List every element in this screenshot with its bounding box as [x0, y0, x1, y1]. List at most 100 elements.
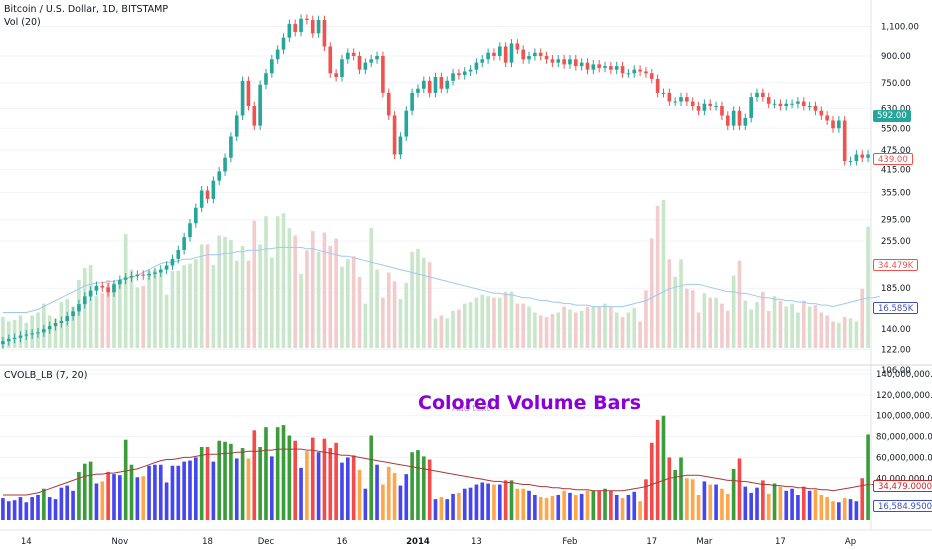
indicator-bar — [568, 492, 572, 520]
indicator-bar — [644, 479, 648, 520]
candle-body — [644, 71, 648, 74]
time-tick-label: 2014 — [406, 537, 430, 547]
chart-grid — [0, 26, 871, 479]
candle-body — [609, 66, 613, 70]
candle — [129, 271, 134, 283]
candle — [837, 116, 841, 133]
candle — [299, 14, 303, 37]
indicator-current-badge: 16,584.9500 — [873, 500, 932, 512]
indicator-bar — [299, 467, 303, 520]
volume-bar — [287, 228, 292, 348]
candle — [614, 61, 619, 75]
indicator-bar — [842, 498, 847, 520]
indicator-bar — [801, 486, 806, 520]
indicator-bar — [837, 502, 841, 520]
candle-body — [591, 64, 596, 70]
indicator-bar — [708, 484, 713, 520]
candle-body — [708, 103, 713, 107]
candle — [106, 283, 110, 297]
candle — [620, 61, 625, 78]
candle-body — [725, 115, 730, 126]
candle — [112, 279, 116, 297]
indicator-bar — [363, 488, 368, 520]
candle — [649, 68, 654, 84]
time-scale[interactable]: 14 Nov 18 Dec 16 2014 13 Feb 17 Mar 17 Ap — [21, 537, 856, 547]
volume-bar — [842, 316, 847, 348]
candle — [246, 76, 251, 111]
candle — [468, 65, 473, 76]
indicator-bar — [398, 485, 403, 520]
candle-body — [866, 154, 870, 158]
candle — [18, 331, 23, 343]
candle-body — [123, 277, 128, 280]
indicator-bar — [258, 447, 262, 520]
volume-bar — [609, 306, 613, 348]
symbol-title[interactable]: Bitcoin / U.S. Dollar, 1D, BITSTAMP — [4, 4, 169, 15]
candle-body — [293, 23, 298, 32]
indicator-bar — [328, 448, 333, 520]
volume-bar — [579, 311, 584, 348]
candle-body — [696, 106, 701, 111]
volume-bar — [293, 235, 298, 348]
volume-bar — [492, 297, 496, 348]
candle — [252, 101, 257, 131]
indicator-bar — [12, 500, 17, 520]
indicator-legend[interactable]: CVOLB_LB (7, 20) — [4, 370, 88, 381]
volume-bar — [784, 306, 789, 348]
volume-bar — [866, 226, 870, 348]
volume-legend[interactable]: Vol (20) — [4, 17, 41, 28]
volume-bar — [556, 312, 561, 348]
indicator-bar — [492, 484, 496, 520]
indicator-bar — [386, 466, 391, 520]
indicator-bar — [147, 465, 151, 520]
volume-bar — [772, 296, 777, 348]
volume-bar — [351, 256, 356, 348]
candle — [685, 92, 689, 106]
indicator-bar — [346, 457, 350, 520]
indicator-bar — [223, 441, 227, 520]
indicator-bar — [188, 460, 192, 520]
candle — [310, 15, 315, 38]
candle-body — [603, 66, 607, 68]
candle-body — [392, 115, 397, 155]
candle — [316, 15, 321, 38]
indicator-bar — [94, 483, 99, 520]
volume-bar — [53, 318, 58, 348]
candle — [790, 99, 794, 109]
candle-body — [527, 55, 531, 60]
volume-bar — [182, 265, 186, 348]
indicator-bar — [761, 480, 765, 520]
candle-body — [24, 334, 29, 336]
candle — [42, 324, 46, 337]
candle-body — [281, 37, 286, 50]
candle — [573, 54, 578, 71]
candle-body — [690, 101, 695, 107]
volume-bar — [515, 303, 520, 348]
volume-bar — [761, 291, 765, 348]
indicator-bar — [334, 442, 338, 520]
price-tick-label: 295.00 — [881, 216, 911, 226]
candle-body — [538, 52, 543, 56]
candle-body — [778, 103, 783, 107]
volume-bar — [340, 266, 344, 348]
chart-annotation-title[interactable]: Colored Volume Bars — [418, 392, 642, 414]
candle — [597, 60, 601, 73]
candle-body — [854, 154, 859, 162]
candle-body — [246, 80, 251, 107]
candle-body — [375, 55, 379, 60]
price-tick-label: 415.00 — [881, 166, 911, 176]
candle-body — [597, 64, 601, 68]
indicator-bar — [240, 448, 245, 520]
candle — [492, 48, 496, 61]
volume-bar — [439, 315, 444, 348]
candle-body — [731, 110, 736, 126]
price-scale[interactable]: 1,100.00 900.00 750.00 630.00 550.00 475.00 41… — [876, 23, 932, 485]
candle — [866, 150, 870, 163]
candlesticks — [1, 14, 870, 349]
candle — [819, 106, 824, 120]
candle-body — [176, 250, 181, 259]
candle — [474, 58, 479, 75]
volume-bar — [392, 281, 397, 348]
indicator-bar — [199, 447, 204, 520]
indicator-bar — [30, 497, 34, 520]
